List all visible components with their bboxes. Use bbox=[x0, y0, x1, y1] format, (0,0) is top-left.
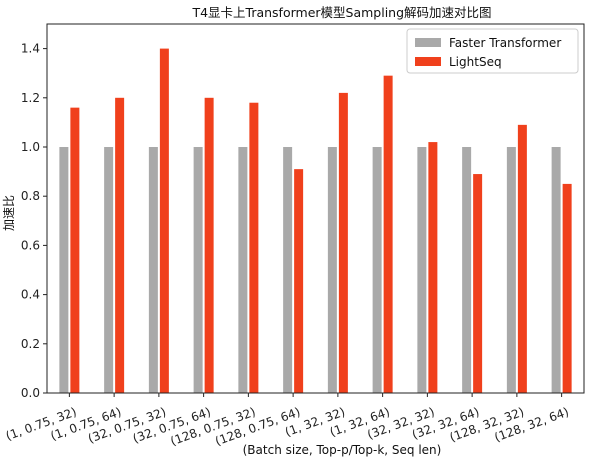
y-tick-label: 1.0 bbox=[21, 140, 40, 154]
bar-faster-transformer bbox=[148, 147, 158, 393]
y-tick-label: 0.2 bbox=[21, 337, 40, 351]
y-tick-label: 0.0 bbox=[21, 386, 40, 400]
bar-lightseq bbox=[115, 97, 125, 394]
bar-faster-transformer bbox=[551, 147, 561, 393]
plot-frame bbox=[46, 23, 585, 394]
plot-area: 0.00.20.40.60.81.01.21.4(1, 0.75, 32)(1,… bbox=[4, 23, 585, 448]
bar-faster-transformer bbox=[238, 147, 248, 393]
x-axis-label: (Batch size, Top-p/Top-k, Seq len) bbox=[243, 443, 442, 457]
bar-faster-transformer bbox=[104, 147, 114, 393]
bar-lightseq bbox=[338, 92, 348, 393]
bar-lightseq bbox=[249, 102, 259, 393]
bar-faster-transformer bbox=[283, 147, 293, 393]
bar-faster-transformer bbox=[417, 147, 427, 393]
legend-label: LightSeq bbox=[449, 55, 502, 69]
bar-lightseq bbox=[294, 169, 304, 393]
legend-swatch bbox=[415, 38, 441, 47]
chart-title: T4显卡上Transformer模型Sampling解码加速对比图 bbox=[191, 5, 491, 20]
bar-faster-transformer bbox=[327, 147, 337, 393]
legend-swatch bbox=[415, 57, 441, 66]
y-tick-label: 0.8 bbox=[21, 189, 40, 203]
legend-label: Faster Transformer bbox=[449, 36, 561, 50]
bar-faster-transformer bbox=[506, 147, 516, 393]
bar-faster-transformer bbox=[193, 147, 203, 393]
bar-lightseq bbox=[517, 124, 527, 394]
y-tick-label: 0.6 bbox=[21, 238, 40, 252]
bar-lightseq bbox=[70, 107, 80, 393]
legend bbox=[406, 28, 579, 74]
bar-lightseq bbox=[428, 142, 438, 393]
bar-lightseq bbox=[204, 97, 214, 394]
y-tick-label: 0.4 bbox=[21, 288, 40, 302]
bar-faster-transformer bbox=[59, 147, 69, 393]
y-tick-label: 1.2 bbox=[21, 91, 40, 105]
bar-lightseq bbox=[383, 75, 393, 393]
bar-faster-transformer bbox=[372, 147, 382, 393]
bar-faster-transformer bbox=[462, 147, 472, 393]
y-tick-label: 1.4 bbox=[21, 42, 40, 56]
y-axis-label: 加速比 bbox=[2, 195, 16, 231]
bar-lightseq bbox=[473, 174, 483, 393]
bar-lightseq bbox=[159, 48, 169, 393]
bar-lightseq bbox=[562, 183, 572, 393]
